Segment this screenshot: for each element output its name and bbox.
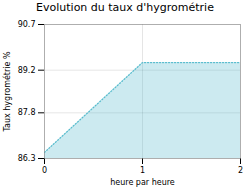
svg-text:89.2: 89.2 bbox=[18, 66, 36, 75]
svg-text:90.7: 90.7 bbox=[18, 20, 36, 29]
svg-text:0: 0 bbox=[42, 166, 47, 175]
svg-text:2: 2 bbox=[238, 166, 243, 175]
svg-text:Taux hygrométrie %: Taux hygrométrie % bbox=[2, 51, 12, 133]
svg-text:87.8: 87.8 bbox=[18, 108, 36, 117]
svg-text:1: 1 bbox=[140, 166, 145, 175]
html-text:Evolution du taux d'hygrométri: Evolution du taux d'hygrométrie bbox=[36, 1, 214, 14]
svg-text:86.3: 86.3 bbox=[18, 154, 36, 163]
svg-text:heure par heure: heure par heure bbox=[110, 178, 175, 187]
